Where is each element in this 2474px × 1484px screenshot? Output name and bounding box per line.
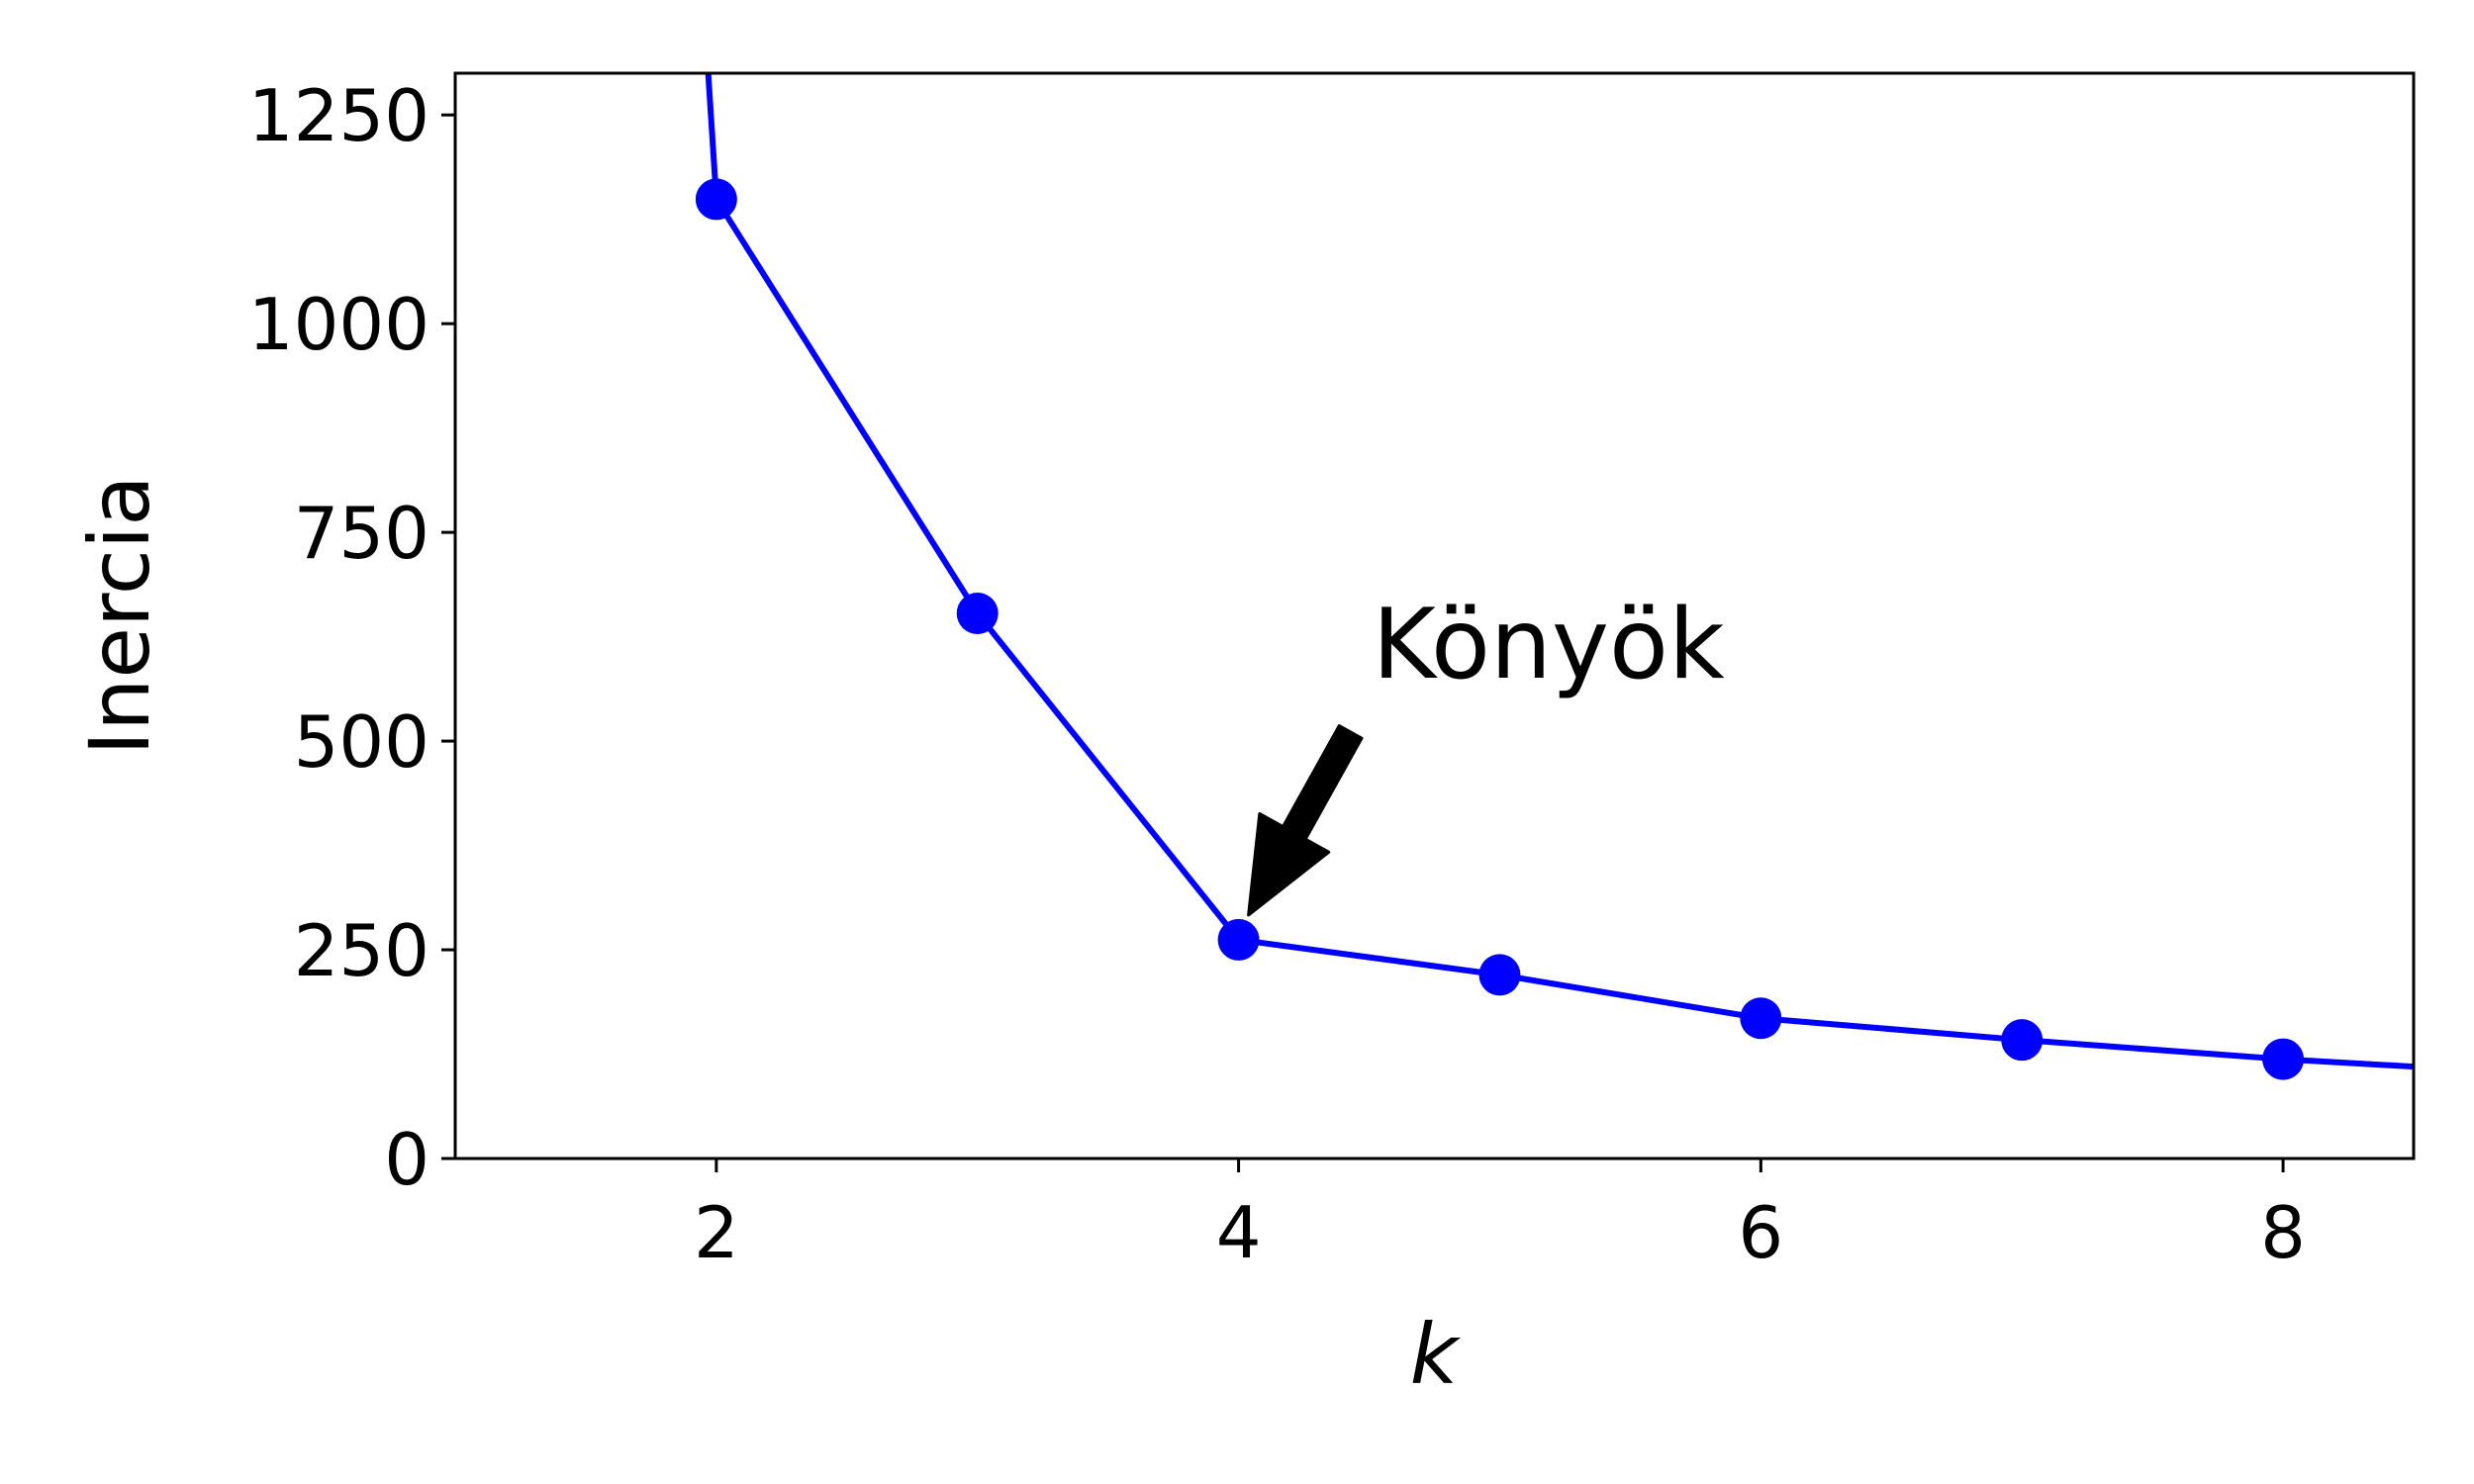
y-tick-label: 1250	[248, 74, 429, 157]
point	[2262, 1038, 2305, 1080]
y-tick-label: 0	[384, 1118, 429, 1201]
point	[1740, 997, 1782, 1040]
point	[2001, 1019, 2044, 1062]
x-tick-label: 2	[694, 1191, 739, 1274]
line	[705, 73, 2414, 1070]
annotation-text: Könyök	[1373, 589, 1725, 701]
x-tick-label: 6	[1738, 1191, 1783, 1274]
annotation-arrow	[1247, 724, 1364, 917]
y-tick-label: 250	[294, 909, 429, 992]
x-axis-label: k	[1410, 1306, 1462, 1403]
plot-frame	[453, 71, 2416, 1160]
point	[1217, 918, 1260, 961]
y-tick-label: 750	[294, 492, 429, 575]
x-tick-label: 8	[2260, 1191, 2306, 1274]
y-tick-label: 1000	[248, 283, 429, 366]
plot-area	[695, 73, 2414, 1080]
y-tick-label: 500	[294, 700, 429, 784]
point	[956, 592, 999, 634]
y-axis-label: Inercia	[71, 475, 168, 755]
point	[695, 178, 737, 221]
point	[1478, 954, 1521, 996]
x-tick-label: 4	[1216, 1191, 1262, 1274]
